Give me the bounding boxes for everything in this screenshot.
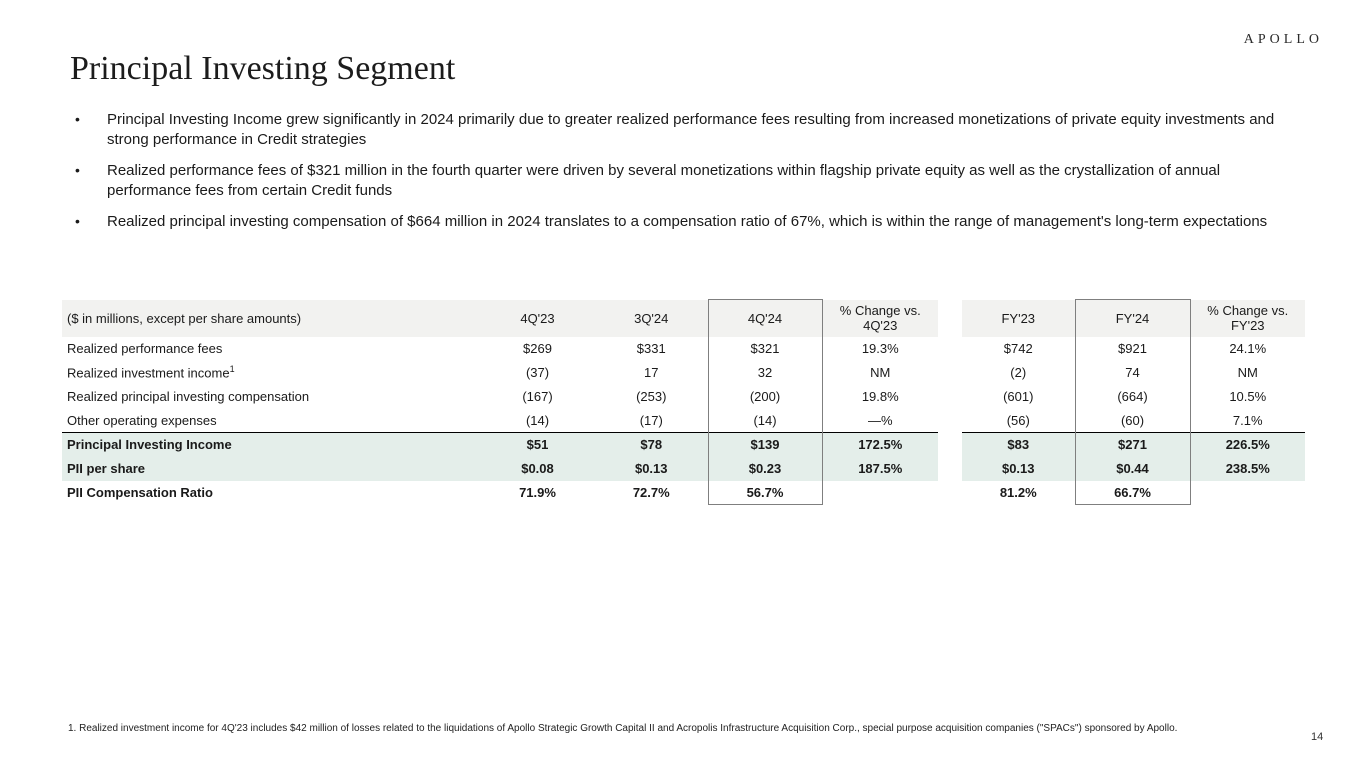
table-cell: (56) <box>1006 412 1030 428</box>
table-row: Other operating expenses (14) (17) (14) … <box>62 408 1305 433</box>
table-cell: (253) <box>636 389 667 404</box>
table-cell: $139 <box>707 432 823 457</box>
column-header-4q24: 4Q'24 <box>707 299 823 337</box>
table-cell: 24.1% <box>1229 341 1267 356</box>
bullet-marker-icon: • <box>75 213 80 229</box>
table-cell: (14) <box>525 412 550 428</box>
table-cell <box>822 481 938 505</box>
table-cell: (601) <box>1003 389 1034 404</box>
table-cell: 187.5% <box>822 456 938 481</box>
table-cell: $0.13 <box>595 456 708 481</box>
column-header-fy23: FY'23 <box>962 299 1075 337</box>
table-cell: $51 <box>480 432 595 457</box>
table-cell: 226.5% <box>1190 432 1305 457</box>
row-label: Other operating expenses <box>67 412 217 428</box>
bullet-text: Principal Investing Income grew signific… <box>107 111 1275 148</box>
table-cell: $0.13 <box>962 456 1075 481</box>
table-cell: NM <box>1237 365 1258 380</box>
table-cell: $0.23 <box>707 456 823 481</box>
page-number: 14 <box>1311 731 1324 743</box>
row-label: PII Compensation Ratio <box>67 485 213 500</box>
table-cell: (664) <box>1074 384 1191 409</box>
table-cell: (2) <box>1010 365 1027 380</box>
table-cell: (200) <box>707 384 823 409</box>
table-row-principal-investing-income: Principal Investing Income $51 $78 $139 … <box>62 432 1305 457</box>
table-cell: 71.9% <box>519 485 556 500</box>
table-cell: $83 <box>962 432 1075 457</box>
table-cell: $271 <box>1074 432 1191 457</box>
row-label: Realized investment income1 <box>67 364 235 381</box>
row-label: PII per share <box>62 456 480 481</box>
table-cell: (17) <box>639 412 663 428</box>
table-cell: $0.44 <box>1074 456 1191 481</box>
table-cell: $331 <box>636 341 666 356</box>
footnote: 1. Realized investment income for 4Q'23 … <box>68 723 1178 734</box>
table-cell: $921 <box>1074 336 1191 361</box>
table-cell: $321 <box>707 336 823 361</box>
column-group-gap <box>938 299 962 337</box>
table-cell: 32 <box>707 360 823 385</box>
row-label: Realized principal investing compensatio… <box>67 389 310 404</box>
table-cell: $742 <box>1003 341 1033 356</box>
financial-table: ($ in millions, except per share amounts… <box>62 299 1305 505</box>
table-cell: 7.1% <box>1232 412 1263 428</box>
table-cell: $78 <box>595 432 708 457</box>
table-row: Realized investment income1 (37) 17 32 N… <box>62 360 1305 385</box>
table-cell: 17 <box>644 365 659 380</box>
bullet-marker-icon: • <box>75 162 80 178</box>
table-cell <box>1190 481 1305 505</box>
table-cell: $0.08 <box>480 456 595 481</box>
column-header-3q24: 3Q'24 <box>595 299 708 337</box>
table-units-label: ($ in millions, except per share amounts… <box>62 299 480 337</box>
table-cell: 10.5% <box>1229 389 1267 404</box>
table-cell: (14) <box>707 408 823 433</box>
column-header-pct-change-fy: % Change vs. FY'23 <box>1190 299 1305 337</box>
table-cell: 81.2% <box>999 485 1037 500</box>
table-cell: $269 <box>523 341 552 356</box>
bullet-list: • Principal Investing Income grew signif… <box>75 110 1297 244</box>
bullet-marker-icon: • <box>75 111 80 127</box>
table-cell: 19.8% <box>861 389 899 404</box>
column-header-pct-change-4q: % Change vs. 4Q'23 <box>822 299 938 337</box>
table-cell: NM <box>870 365 891 380</box>
table-cell: 66.7% <box>1074 480 1191 505</box>
row-label: Principal Investing Income <box>62 432 480 457</box>
bullet-text: Realized principal investing compensatio… <box>107 213 1268 230</box>
table-row-pii-compensation-ratio: PII Compensation Ratio 71.9% 72.7% 56.7%… <box>62 480 1305 505</box>
table-cell: (60) <box>1074 408 1191 433</box>
bullet-text: Realized performance fees of $321 millio… <box>107 162 1221 199</box>
bullet-item: • Principal Investing Income grew signif… <box>75 110 1297 149</box>
table-header-row: ($ in millions, except per share amounts… <box>62 299 1305 337</box>
bullet-item: • Realized principal investing compensat… <box>75 212 1297 232</box>
table-cell: 172.5% <box>822 432 938 457</box>
apollo-logo: APOLLO <box>1243 32 1323 47</box>
table-cell: (37) <box>525 365 550 380</box>
table-cell: 238.5% <box>1190 456 1305 481</box>
row-label: Realized performance fees <box>67 341 223 356</box>
table-row: Realized performance fees $269 $331 $321… <box>62 336 1305 361</box>
column-header-fy24: FY'24 <box>1074 299 1191 337</box>
table-cell: (167) <box>522 389 553 404</box>
bullet-item: • Realized performance fees of $321 mill… <box>75 161 1297 200</box>
footnote-ref: 1 <box>229 364 235 375</box>
column-header-4q23: 4Q'23 <box>480 299 595 337</box>
table-cell: 19.3% <box>861 341 899 356</box>
table-row: Realized principal investing compensatio… <box>62 384 1305 409</box>
table-row-pii-per-share: PII per share $0.08 $0.13 $0.23 187.5% $… <box>62 456 1305 481</box>
table-cell: 56.7% <box>707 480 823 505</box>
table-cell: —% <box>867 412 893 428</box>
table-cell: 74 <box>1074 360 1191 385</box>
page-title: Principal Investing Segment <box>70 50 456 87</box>
table-cell: 72.7% <box>632 485 670 500</box>
